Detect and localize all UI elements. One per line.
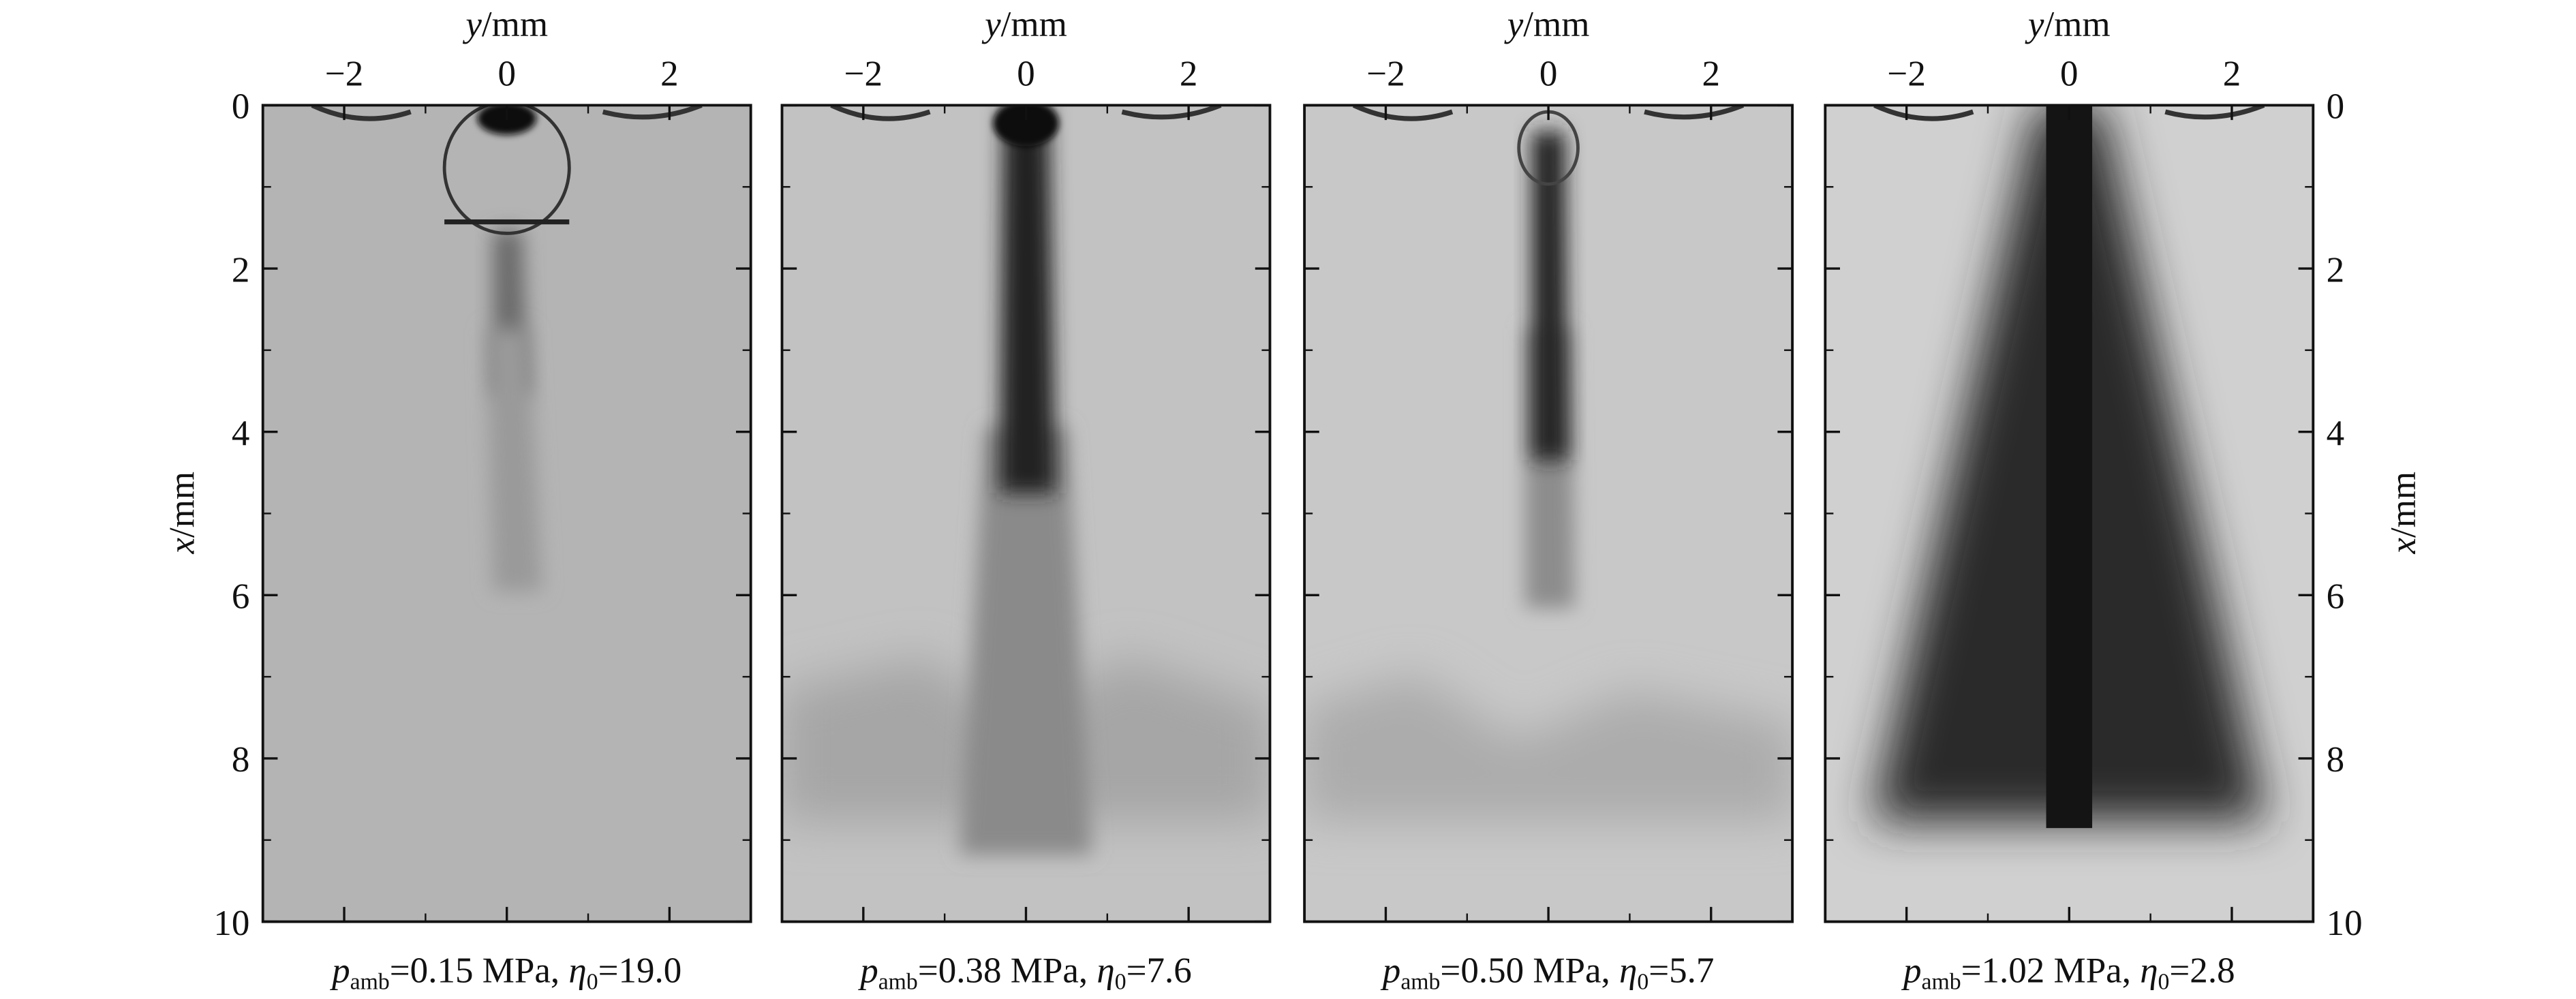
side-axis-title: x/mm <box>162 472 202 555</box>
panel-image <box>782 105 1270 922</box>
text-segment: y <box>1504 5 1524 44</box>
panel-image <box>262 105 751 922</box>
text-segment: amb <box>1400 969 1440 994</box>
text-segment: =0.38 MPa, <box>918 951 1097 991</box>
y-tick-label: 0 <box>1539 55 1558 94</box>
text-segment: =7.6 <box>1126 951 1192 991</box>
y-tick-label: 2 <box>1180 55 1198 94</box>
text-segment: /mm <box>162 472 202 538</box>
text-segment: y <box>2025 5 2044 44</box>
text-segment: 0 <box>2158 969 2170 994</box>
jet-shape <box>1304 673 1793 822</box>
text-segment: η <box>1097 951 1114 991</box>
top-axis-title: y/mm <box>981 5 1067 44</box>
x-tick-label: 8 <box>232 740 250 780</box>
text-segment: /mm <box>482 5 548 44</box>
text-segment: =0.50 MPa, <box>1440 951 1619 991</box>
panel-image <box>1304 105 1793 922</box>
text-segment: /mm <box>1523 5 1589 44</box>
jet-shape <box>1531 132 1569 461</box>
y-tick-label: 0 <box>2060 55 2079 94</box>
y-tick-label: 0 <box>497 55 516 94</box>
x-tick-label: 0 <box>232 87 250 127</box>
text-segment: η <box>568 951 586 991</box>
text-segment: x <box>2384 538 2423 555</box>
panel-caption: pamb=0.15 MPa, η0=19.0 <box>329 951 681 995</box>
x-tick-label: 8 <box>2327 740 2345 780</box>
text-segment: 0 <box>587 969 598 994</box>
y-tick-label: 2 <box>660 55 679 94</box>
text-segment: x <box>162 538 202 555</box>
x-tick-label: 6 <box>232 577 250 617</box>
y-tick-label: −2 <box>1366 55 1405 94</box>
x-tick-label: 4 <box>232 414 250 453</box>
jet-shape <box>999 105 1056 493</box>
jet-shape <box>2046 105 2093 829</box>
y-tick-label: 2 <box>1702 55 1721 94</box>
jet <box>1304 110 1793 822</box>
text-segment: p <box>1380 951 1401 991</box>
x-tick-label: 6 <box>2327 577 2345 617</box>
side-axis-title: x/mm <box>2384 472 2423 555</box>
text-segment: =1.02 MPa, <box>1961 951 2141 991</box>
text-segment: η <box>1619 951 1637 991</box>
text-segment: y <box>462 5 482 44</box>
jet-shape <box>993 105 1059 147</box>
text-segment: =5.7 <box>1649 951 1714 991</box>
shock-arc <box>1873 105 2265 121</box>
top-axis-title: y/mm <box>462 5 548 44</box>
x-tick-label: 2 <box>232 250 250 290</box>
top-axis-title: y/mm <box>1504 5 1590 44</box>
panel-caption: pamb=0.50 MPa, η0=5.7 <box>1380 951 1715 995</box>
y-tick-label: −2 <box>1887 55 1925 94</box>
panel-caption: pamb=0.38 MPa, η0=7.6 <box>857 951 1192 995</box>
text-segment: η <box>2140 951 2158 991</box>
text-segment: =0.15 MPa, <box>390 951 569 991</box>
y-tick-label: −2 <box>844 55 883 94</box>
y-tick-label: 2 <box>2223 55 2241 94</box>
y-tick-label: 0 <box>1017 55 1035 94</box>
text-segment: p <box>1901 951 1922 991</box>
x-tick-label: 10 <box>2327 904 2363 943</box>
panel-image <box>1825 105 2314 922</box>
jet-shape <box>442 105 571 235</box>
x-tick-label: 4 <box>2327 414 2345 453</box>
jet <box>1872 105 2267 829</box>
jet <box>782 105 1270 855</box>
shock-arc <box>830 105 1222 121</box>
x-tick-label: 0 <box>2327 87 2345 127</box>
text-segment: /mm <box>1001 5 1067 44</box>
shock-arc <box>311 105 703 121</box>
text-segment: amb <box>878 969 918 994</box>
x-tick-label: 2 <box>2327 250 2345 290</box>
text-segment: y <box>981 5 1001 44</box>
text-segment: p <box>329 951 350 991</box>
shock-arc <box>1352 105 1745 121</box>
text-segment: 0 <box>1115 969 1126 994</box>
text-segment: /mm <box>2384 472 2423 538</box>
text-segment: p <box>857 951 878 991</box>
top-axis-title: y/mm <box>2025 5 2111 44</box>
text-segment: =2.8 <box>2169 951 2235 991</box>
text-segment: amb <box>1922 969 1961 994</box>
jet-shape <box>960 427 1092 855</box>
text-segment: =19.0 <box>598 951 682 991</box>
y-tick-label: −2 <box>325 55 363 94</box>
panel-caption: pamb=1.02 MPa, η0=2.8 <box>1901 951 2235 995</box>
jet-shape <box>486 328 542 591</box>
text-segment: amb <box>350 969 390 994</box>
text-segment: 0 <box>1637 969 1649 994</box>
x-tick-label: 10 <box>213 904 249 943</box>
text-segment: /mm <box>2044 5 2110 44</box>
jet <box>442 105 571 591</box>
